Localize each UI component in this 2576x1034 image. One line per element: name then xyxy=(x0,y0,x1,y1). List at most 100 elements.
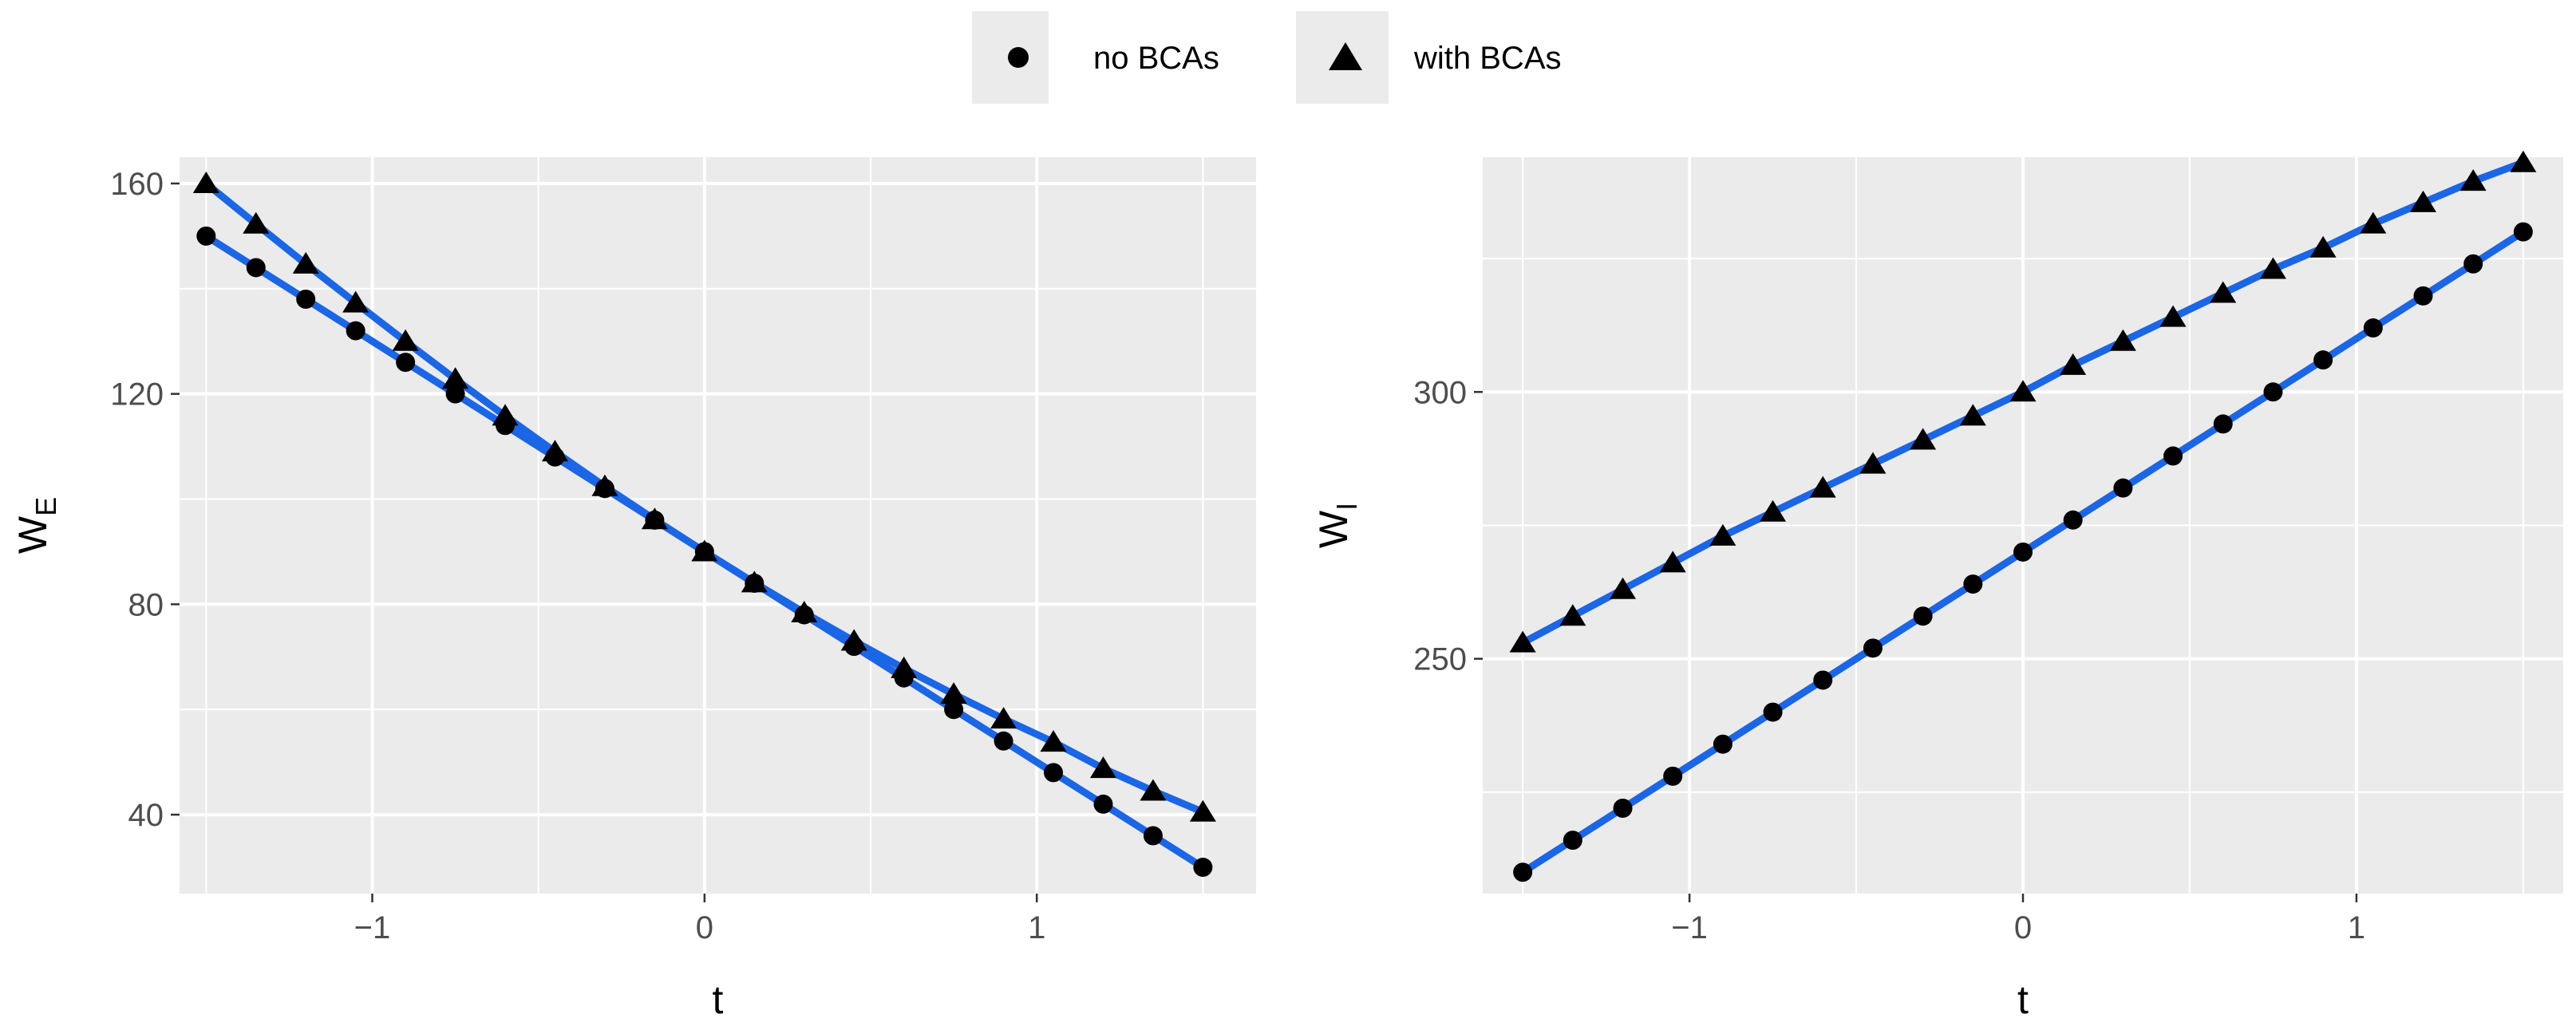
data-point-with-bcas xyxy=(1959,404,1986,426)
data-point-no-bcas xyxy=(1913,606,1933,626)
x-tick-label: 0 xyxy=(696,910,713,945)
data-point-with-bcas xyxy=(2210,281,2237,303)
data-point-with-bcas xyxy=(2109,329,2136,351)
data-point-with-bcas xyxy=(292,251,319,274)
data-point-with-bcas xyxy=(1189,799,1216,822)
data-point-with-bcas xyxy=(1610,577,1637,599)
data-point-with-bcas xyxy=(1040,730,1067,752)
data-point-with-bcas xyxy=(392,329,419,351)
y-axis-title-subscript: E xyxy=(30,497,62,516)
data-point-no-bcas xyxy=(2413,286,2433,306)
x-axis-title: t xyxy=(2017,977,2029,1022)
data-point-with-bcas xyxy=(1089,756,1116,779)
data-point-with-bcas xyxy=(492,404,519,426)
x-tick-label: 0 xyxy=(2014,910,2032,945)
data-point-no-bcas xyxy=(2113,478,2133,498)
data-point-no-bcas xyxy=(1613,798,1633,818)
data-point-with-bcas xyxy=(2510,150,2537,172)
y-tick-label: 40 xyxy=(128,798,164,833)
data-point-no-bcas xyxy=(2163,446,2183,466)
data-point-with-bcas xyxy=(940,682,967,704)
x-tick-label: 1 xyxy=(1028,910,1045,945)
y-tick-label: 160 xyxy=(110,167,164,202)
data-point-with-bcas xyxy=(840,629,867,651)
data-point-no-bcas xyxy=(1863,638,1883,658)
legend: no BCAs with BCAs xyxy=(972,11,1562,104)
data-point-no-bcas xyxy=(944,700,964,720)
data-point-no-bcas xyxy=(1193,858,1213,878)
data-point-no-bcas xyxy=(346,321,365,341)
y-axis-title-subscript: I xyxy=(1330,503,1363,511)
data-point-with-bcas xyxy=(1509,630,1536,653)
data-point-with-bcas xyxy=(2009,380,2037,402)
data-point-with-bcas xyxy=(2060,353,2087,375)
data-point-no-bcas xyxy=(196,226,216,246)
data-point-with-bcas xyxy=(541,440,568,462)
data-point-no-bcas xyxy=(1093,794,1113,814)
data-point-no-bcas xyxy=(1143,826,1163,846)
data-point-no-bcas xyxy=(2313,350,2333,370)
data-point-no-bcas xyxy=(1963,574,1983,594)
data-point-with-bcas xyxy=(2259,257,2286,279)
data-point-no-bcas xyxy=(2013,542,2033,562)
y-tick-label: 120 xyxy=(110,377,164,412)
legend-circle-marker xyxy=(1008,47,1029,68)
data-point-no-bcas xyxy=(1763,702,1783,722)
data-point-with-bcas xyxy=(1140,779,1167,801)
legend-label-no-bcas: no BCAs xyxy=(1093,41,1219,76)
data-point-with-bcas xyxy=(641,507,668,530)
data-point-with-bcas xyxy=(741,570,768,593)
data-point-no-bcas xyxy=(396,353,416,373)
data-point-no-bcas xyxy=(2363,318,2383,338)
data-point-no-bcas xyxy=(1044,763,1064,783)
data-point-no-bcas xyxy=(1563,831,1582,850)
data-point-with-bcas xyxy=(1659,551,1686,573)
data-point-with-bcas xyxy=(2360,211,2387,234)
data-point-with-bcas xyxy=(1559,604,1586,626)
data-point-with-bcas xyxy=(442,367,469,389)
data-point-with-bcas xyxy=(2309,235,2337,258)
data-point-no-bcas xyxy=(296,290,316,310)
data-point-no-bcas xyxy=(2263,382,2283,402)
y-tick-label: 300 xyxy=(1413,375,1467,410)
data-point-with-bcas xyxy=(342,290,369,313)
data-point-no-bcas xyxy=(445,384,465,404)
y-tick-label: 250 xyxy=(1413,642,1467,677)
data-point-no-bcas xyxy=(994,731,1013,751)
data-point-no-bcas xyxy=(2463,254,2483,274)
y-axis-title-main: W xyxy=(10,515,55,554)
legend-label-with-bcas: with BCAs xyxy=(1413,41,1562,76)
data-point-with-bcas xyxy=(2159,305,2187,327)
data-point-with-bcas xyxy=(1910,428,1937,450)
data-point-no-bcas xyxy=(1813,670,1833,690)
data-point-no-bcas xyxy=(1513,862,1533,882)
data-point-with-bcas xyxy=(990,707,1017,729)
data-point-no-bcas xyxy=(2213,414,2233,434)
data-point-with-bcas xyxy=(591,474,618,496)
panel-background xyxy=(180,157,1256,894)
y-axis-title-main: W xyxy=(1311,510,1356,548)
data-point-with-bcas xyxy=(1709,523,1736,546)
data-point-with-bcas xyxy=(243,211,270,234)
data-point-with-bcas xyxy=(1809,476,1836,498)
data-point-with-bcas xyxy=(1760,499,1787,522)
data-point-with-bcas xyxy=(192,171,219,193)
data-point-with-bcas xyxy=(891,656,918,678)
data-point-no-bcas xyxy=(246,258,266,278)
chart-panel-wi: −1 0 1 250 300 t WI xyxy=(1311,150,2563,1022)
data-point-no-bcas xyxy=(1663,766,1683,786)
data-point-with-bcas xyxy=(1859,452,1887,474)
x-axis-title: t xyxy=(713,977,724,1022)
y-tick-label: 80 xyxy=(128,587,164,622)
x-tick-label: 1 xyxy=(2348,910,2365,945)
x-tick-label: −1 xyxy=(1671,910,1708,945)
y-axis-title: WE xyxy=(10,497,62,554)
data-point-with-bcas xyxy=(2409,190,2436,212)
y-axis-title: WI xyxy=(1311,503,1363,548)
data-point-no-bcas xyxy=(1713,734,1732,754)
chart-panel-we: −1 0 1 40 80 120 160 t WE xyxy=(10,157,1256,1022)
data-point-with-bcas xyxy=(791,600,818,622)
data-point-with-bcas xyxy=(2459,169,2487,191)
x-tick-label: −1 xyxy=(354,910,391,945)
